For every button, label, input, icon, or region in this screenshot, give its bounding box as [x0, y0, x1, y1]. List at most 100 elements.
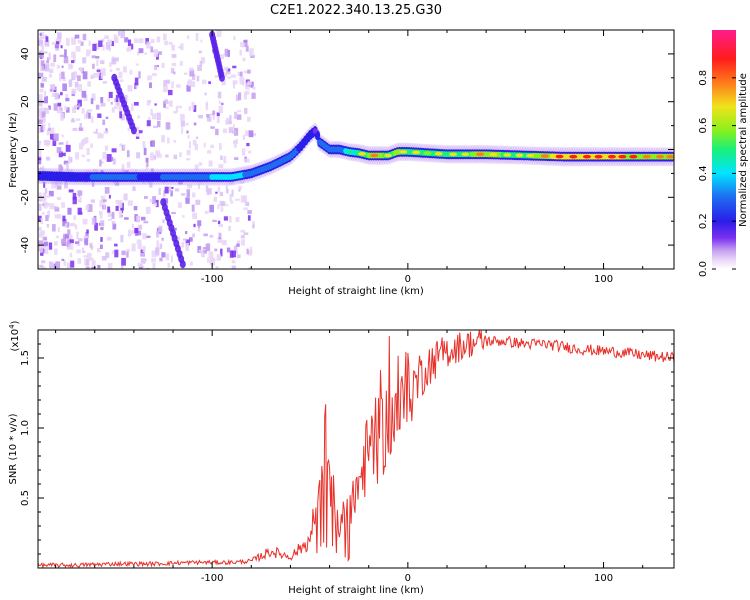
noise-speck [180, 120, 185, 127]
noise-speck [188, 106, 191, 111]
ridge-core [594, 154, 603, 159]
ridge-core [423, 151, 432, 155]
snr-ticks: -100 0 100 0.5 1.0 1.5 [20, 330, 674, 584]
noise-speck [120, 234, 124, 243]
noise-speck [157, 115, 162, 118]
noise-speck [68, 157, 73, 163]
noise-streak [179, 260, 186, 269]
noise-speck [74, 224, 78, 230]
noise-speck [218, 100, 221, 104]
noise-speck [71, 117, 75, 122]
noise-speck [60, 71, 65, 80]
noise-speck [71, 106, 77, 113]
noise-speck [212, 110, 216, 115]
noise-speck [66, 163, 69, 171]
noise-speck [57, 32, 62, 39]
noise-speck [53, 263, 56, 269]
noise-speck [245, 90, 250, 95]
noise-speck [145, 157, 149, 163]
noise-speck [100, 96, 104, 104]
noise-speck [198, 50, 202, 54]
noise-speck [114, 57, 119, 62]
noise-speck [197, 220, 202, 227]
noise-speck [66, 247, 70, 250]
noise-speck [104, 145, 109, 151]
noise-speck [87, 109, 93, 112]
noise-speck [127, 85, 133, 92]
noise-speck [111, 107, 115, 113]
noise-speck [192, 233, 195, 238]
noise-speck [217, 91, 222, 99]
noise-speck [228, 121, 233, 125]
ridge-core [412, 150, 421, 155]
noise-speck [56, 196, 62, 201]
noise-speck [135, 126, 140, 131]
noise-speck [155, 150, 161, 156]
noise-speck [109, 69, 113, 72]
noise-speck [163, 100, 166, 108]
noise-speck [134, 214, 138, 222]
noise-speck [105, 41, 111, 50]
noise-speck [63, 234, 67, 242]
noise-speck [39, 32, 42, 36]
noise-speck [197, 65, 202, 72]
colorbar-tick-label: 0.8 [698, 70, 709, 86]
noise-speck [38, 148, 42, 156]
ridge-core [434, 151, 443, 156]
noise-speck [218, 233, 222, 238]
noise-speck [103, 130, 109, 134]
noise-speck [154, 202, 158, 207]
noise-speck [181, 241, 185, 248]
noise-speck [173, 140, 177, 143]
noise-speck [100, 38, 105, 43]
noise-speck [38, 113, 41, 118]
noise-speck [71, 37, 76, 45]
noise-speck [91, 266, 96, 269]
noise-speck [56, 185, 62, 190]
noise-speck [46, 128, 51, 136]
noise-speck [99, 133, 104, 139]
noise-speck [85, 232, 89, 239]
noise-speck [68, 234, 73, 240]
noise-speck [80, 41, 84, 46]
noise-speck [127, 43, 132, 52]
noise-speck [208, 251, 214, 258]
noise-speck [75, 46, 81, 52]
noise-speck [189, 237, 193, 242]
noise-speck [152, 196, 157, 205]
noise-speck [105, 128, 108, 133]
noise-speck [220, 102, 224, 106]
noise-speck [203, 142, 206, 148]
noise-speck [244, 107, 248, 114]
noise-speck [89, 257, 94, 261]
noise-speck [63, 260, 66, 266]
noise-speck [210, 113, 213, 117]
noise-speck [136, 152, 141, 159]
noise-speck [243, 207, 248, 210]
noise-speck [126, 150, 130, 158]
noise-speck [65, 94, 69, 101]
ridge-core [569, 154, 578, 159]
noise-speck [95, 56, 100, 59]
noise-speck [39, 245, 43, 253]
noise-speck [158, 225, 163, 232]
noise-speck [210, 258, 216, 262]
noise-speck [223, 216, 228, 221]
noise-speck [242, 57, 246, 62]
noise-speck [38, 157, 42, 161]
noise-speck [179, 152, 182, 157]
noise-speck [161, 252, 166, 258]
noise-speck [131, 103, 134, 111]
noise-speck [134, 169, 137, 174]
noise-speck [162, 180, 166, 183]
noise-speck [111, 221, 116, 225]
noise-speck [76, 243, 81, 246]
noise-speck [131, 43, 134, 50]
noise-speck [228, 225, 231, 231]
noise-speck [71, 51, 76, 58]
noise-speck [114, 179, 120, 186]
noise-speck [191, 81, 196, 88]
noise-speck [146, 120, 151, 127]
noise-speck [76, 249, 81, 254]
noise-speck [60, 112, 64, 121]
